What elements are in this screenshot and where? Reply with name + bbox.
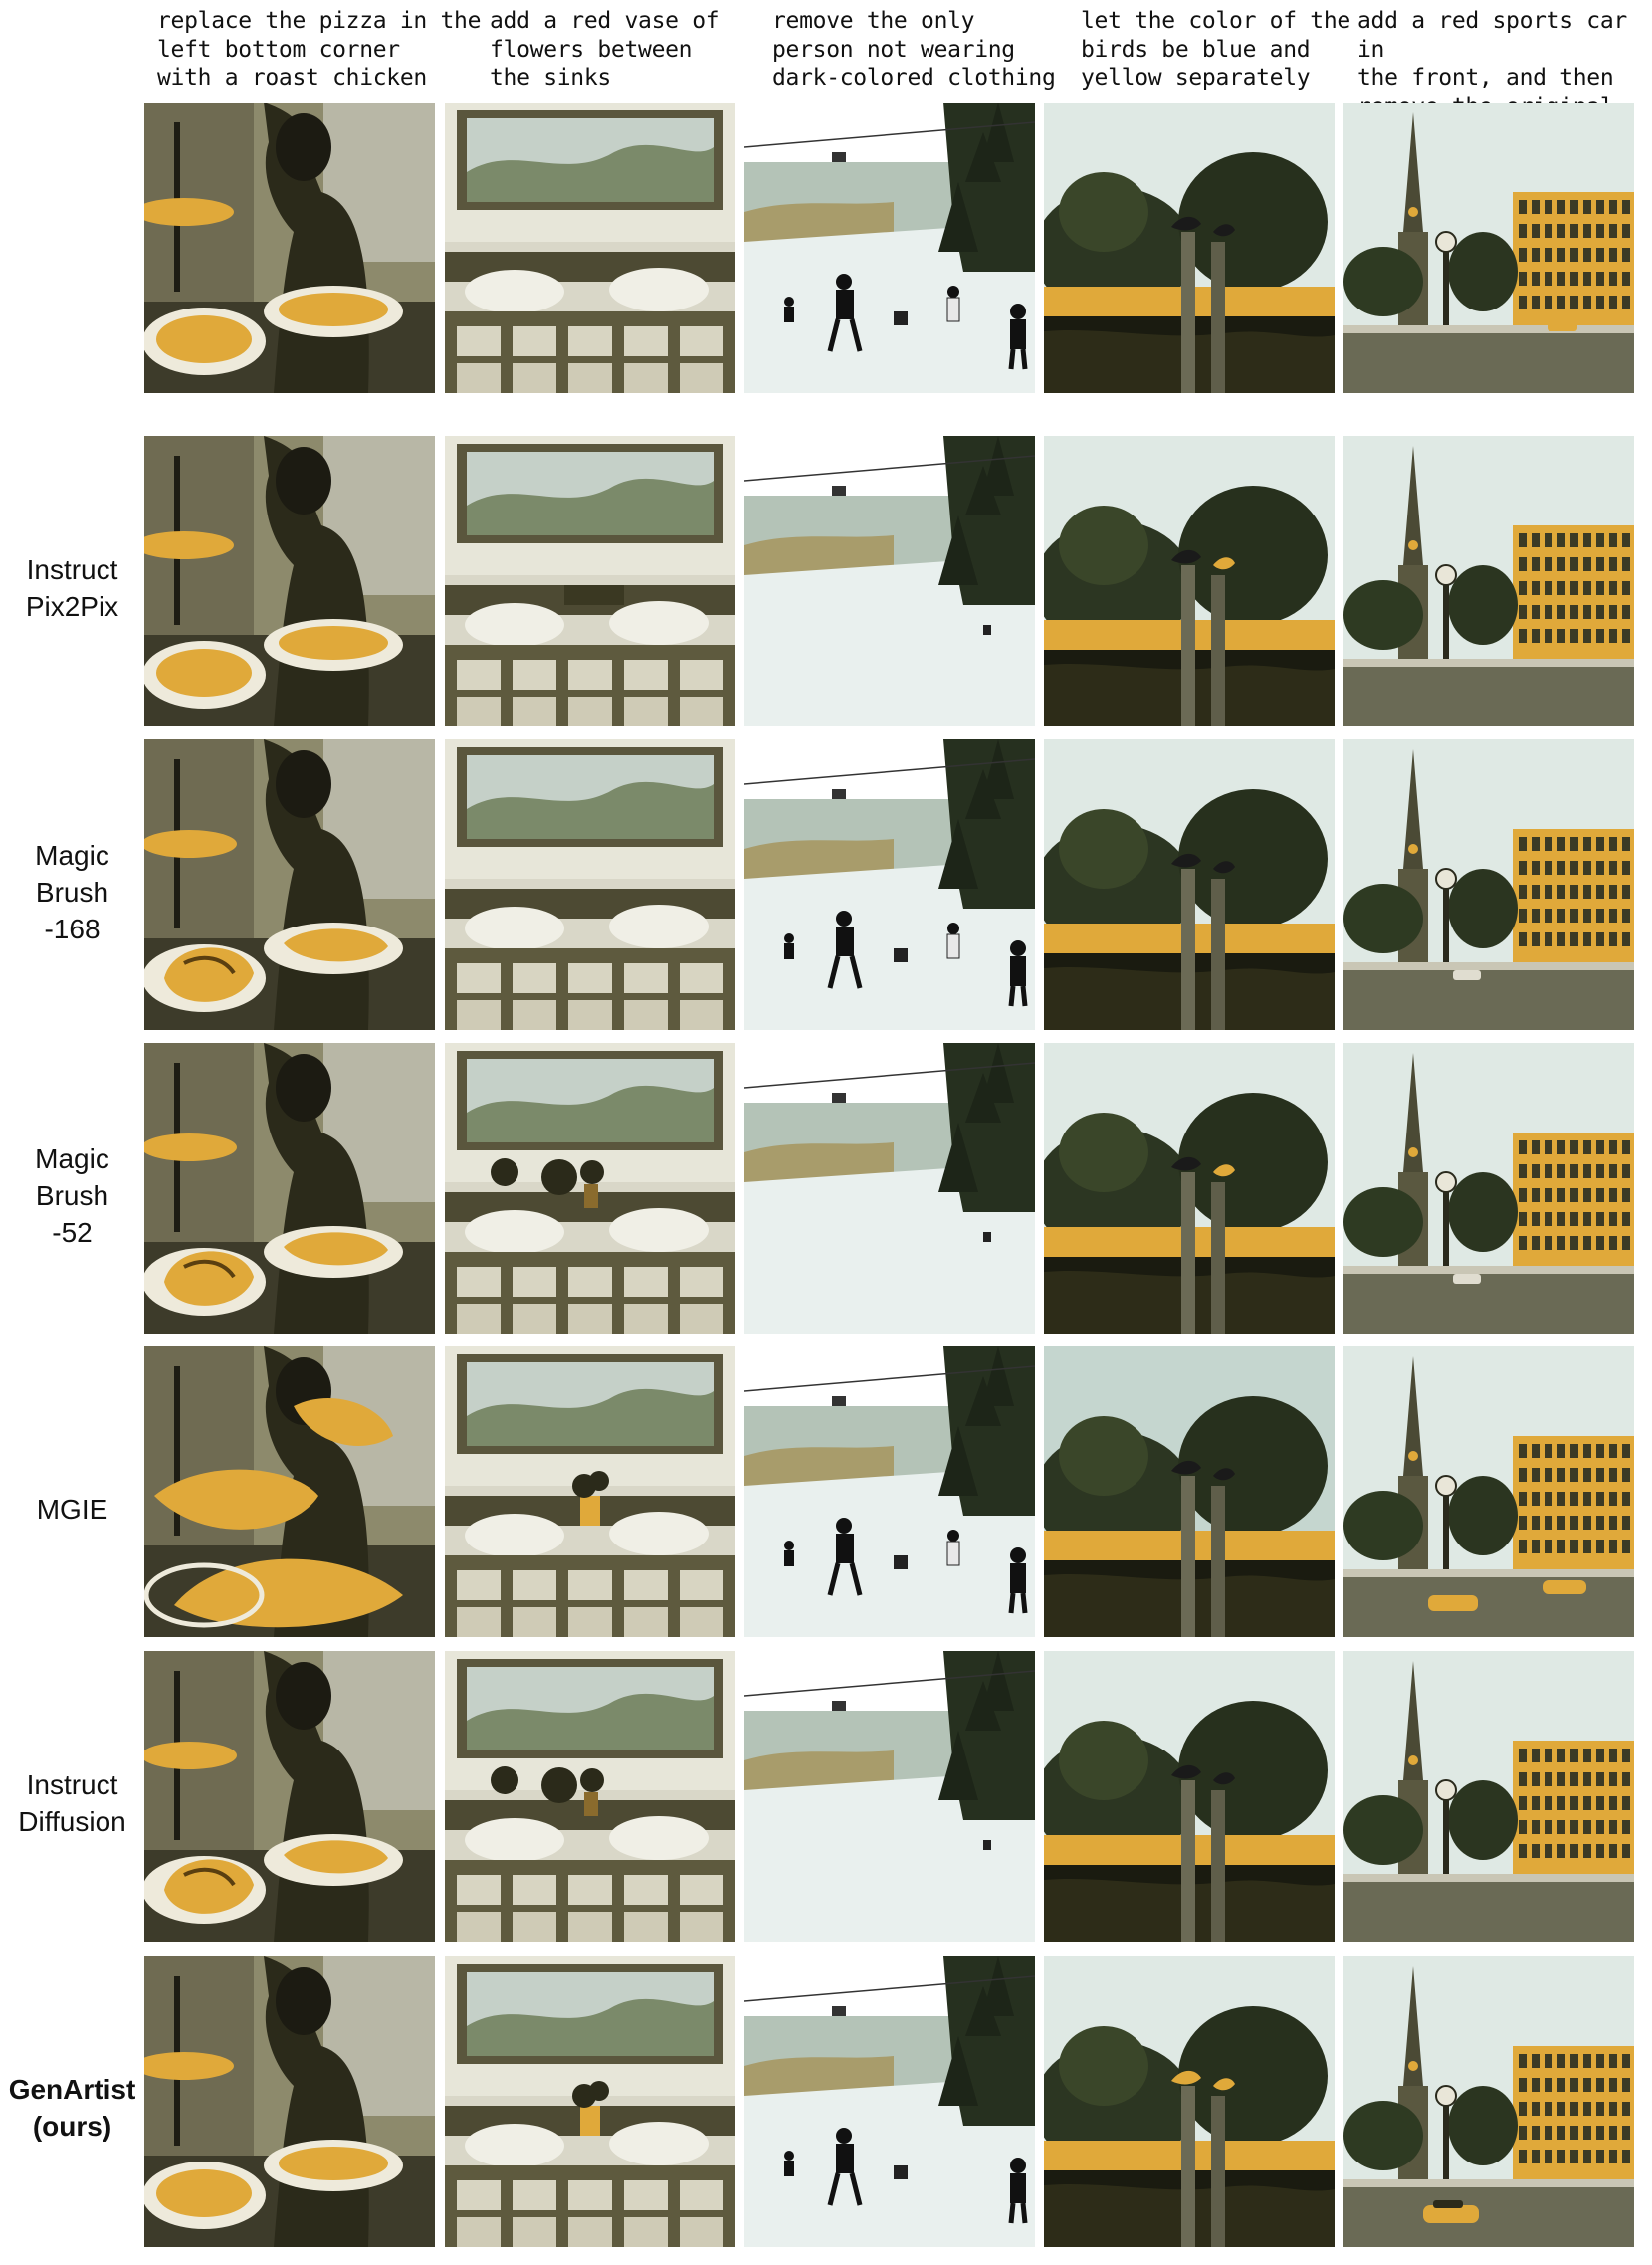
image-input-car bbox=[1343, 103, 1634, 393]
image-mgie-pizza bbox=[144, 1346, 435, 1637]
image-instructpix2pix-vase bbox=[445, 436, 735, 726]
row-label-genartist: GenArtist (ours) bbox=[8, 2074, 136, 2142]
image-input-birds bbox=[1044, 103, 1335, 393]
image-magicbrush168-vase bbox=[445, 739, 735, 1030]
image-instructpix2pix-birds bbox=[1044, 436, 1335, 726]
row-label-instructpix2pix: Instruct Pix2Pix bbox=[25, 554, 119, 622]
image-instructdiffusion-car bbox=[1343, 1651, 1634, 1942]
image-magicbrush52-car bbox=[1343, 1043, 1634, 1334]
row-label-mgie: MGIE bbox=[36, 1493, 108, 1525]
image-instructpix2pix-car bbox=[1343, 436, 1634, 726]
image-mgie-car bbox=[1343, 1346, 1634, 1637]
instruction-vase: add a red vase of flowers between the si… bbox=[490, 8, 720, 91]
image-magicbrush52-pizza bbox=[144, 1043, 435, 1334]
image-genartist-birds bbox=[1044, 1956, 1335, 2247]
image-instructdiffusion-birds bbox=[1044, 1651, 1335, 1942]
image-genartist-pizza bbox=[144, 1956, 435, 2247]
instruction-pizza: replace the pizza in the left bottom cor… bbox=[157, 8, 482, 91]
image-mgie-birds bbox=[1044, 1346, 1335, 1637]
instruction-birds: let the color of the birds be blue and y… bbox=[1081, 8, 1350, 91]
row-label-magicbrush168: Magic Brush -168 bbox=[35, 839, 109, 944]
instruction-skier: remove the only person not wearing dark-… bbox=[772, 8, 1056, 91]
image-mgie-vase bbox=[445, 1346, 735, 1637]
image-instructdiffusion-vase bbox=[445, 1651, 735, 1942]
image-magicbrush52-skier bbox=[744, 1043, 1035, 1334]
image-input-skier bbox=[744, 103, 1035, 393]
image-mgie-skier bbox=[744, 1346, 1035, 1637]
image-magicbrush168-skier bbox=[744, 739, 1035, 1030]
image-input-pizza bbox=[144, 103, 435, 393]
image-magicbrush168-birds bbox=[1044, 739, 1335, 1030]
image-instructpix2pix-skier bbox=[744, 436, 1035, 726]
image-magicbrush168-car bbox=[1343, 739, 1634, 1030]
image-genartist-vase bbox=[445, 1956, 735, 2247]
image-instructdiffusion-pizza bbox=[144, 1651, 435, 1942]
image-magicbrush52-birds bbox=[1044, 1043, 1335, 1334]
image-magicbrush168-pizza bbox=[144, 739, 435, 1030]
image-genartist-car bbox=[1343, 1956, 1634, 2247]
image-magicbrush52-vase bbox=[445, 1043, 735, 1334]
image-input-vase bbox=[445, 103, 735, 393]
row-label-instructdiffusion: Instruct Diffusion bbox=[18, 1769, 126, 1837]
image-instructdiffusion-skier bbox=[744, 1651, 1035, 1942]
row-label-magicbrush52: Magic Brush -52 bbox=[35, 1142, 109, 1248]
image-genartist-skier bbox=[744, 1956, 1035, 2247]
image-instructpix2pix-pizza bbox=[144, 436, 435, 726]
